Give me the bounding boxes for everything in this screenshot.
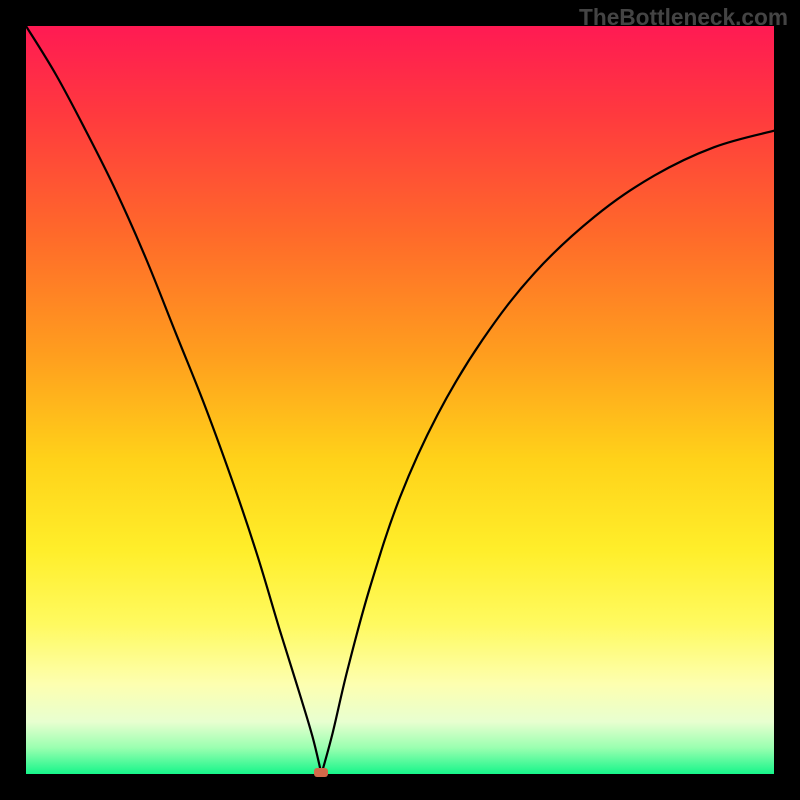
plot-area: [26, 26, 774, 774]
chart-container: TheBottleneck.com: [0, 0, 800, 800]
curve-left-branch: [26, 26, 321, 774]
curve-layer: [26, 26, 774, 774]
watermark-text: TheBottleneck.com: [579, 4, 788, 31]
curve-right-branch: [321, 131, 774, 774]
minimum-marker: [314, 768, 328, 777]
